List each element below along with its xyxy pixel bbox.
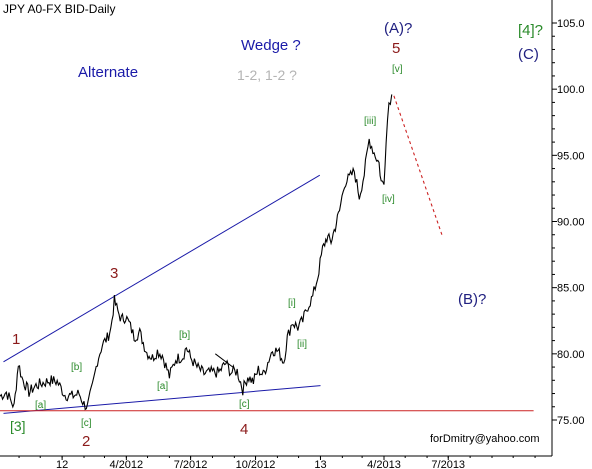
label-wave-iii: [iii]	[364, 116, 376, 127]
x-tick-label-4: 13	[314, 459, 326, 469]
overlay-line-4	[214, 353, 234, 368]
label-wave-4: 4	[240, 421, 248, 438]
label-wave-b-mid: [b]	[179, 330, 190, 341]
y-tick-label-1: 80.00	[557, 349, 585, 361]
x-tick-label-5: 4/2013	[367, 459, 401, 469]
y-tick-label-4: 95.00	[557, 150, 585, 162]
x-tick-label-2: 7/2012	[174, 459, 208, 469]
overlay-line-3	[393, 95, 443, 235]
label-alternate: Alternate	[78, 64, 138, 81]
y-tick-label-5: 100.0	[557, 84, 585, 96]
label-wave-a-mid: [a]	[157, 381, 168, 392]
label-wave-i: [i]	[288, 298, 296, 309]
label-wave-c: (C)	[518, 46, 539, 63]
x-tick-label-1: 4/2012	[110, 459, 144, 469]
label-wave-v: [v]	[392, 64, 403, 75]
series-line-0	[0, 94, 393, 411]
label-wave-5: 5	[392, 40, 400, 57]
overlay-line-0	[3, 174, 321, 363]
label-wave-iv: [iv]	[382, 194, 395, 205]
label-wave-1: 1	[12, 331, 20, 348]
y-ticks: 75.00 80.00 85.00 90.00 95.00 100.0 105.0	[552, 18, 585, 427]
label-wedge-sub: 1-2, 1-2 ?	[237, 67, 297, 83]
label-wave-3: 3	[110, 265, 118, 282]
label-wave-c-small: [c]	[81, 418, 92, 429]
price-series	[0, 94, 393, 411]
chart-title: JPY A0-FX BID-Daily	[3, 2, 115, 16]
label-wave-b-small: [b]	[71, 362, 82, 373]
x-tick-label-3: 10/2012	[236, 459, 276, 469]
label-wave-ii: [ii]	[297, 339, 307, 350]
y-tick-label-2: 85.00	[557, 283, 585, 295]
overlay-line-1	[3, 385, 321, 414]
overlay-lines	[0, 95, 534, 414]
label-wave-b-q: (B)?	[458, 291, 486, 308]
label-wave-4-q: [4]?	[518, 22, 543, 39]
x-ticks: 12 4/2012 7/2012 10/2012 13 4/2013 7/2013	[18, 456, 536, 469]
label-credit: forDmitry@yahoo.com	[430, 433, 540, 445]
y-tick-label-6: 105.0	[557, 18, 585, 30]
label-wave-bracket-3: [3]	[10, 418, 26, 434]
label-wave-a-q: (A)?	[384, 20, 412, 37]
x-tick-label-6: 7/2013	[431, 459, 465, 469]
y-tick-label-3: 90.00	[557, 217, 585, 229]
label-wave-a-small: [a]	[35, 400, 46, 411]
label-wave-c-mid: [c]	[239, 399, 250, 410]
x-tick-label-0: 12	[56, 459, 68, 469]
y-tick-label-0: 75.00	[557, 415, 585, 427]
label-wave-2: 2	[82, 433, 90, 450]
label-wedge: Wedge ?	[241, 37, 301, 54]
